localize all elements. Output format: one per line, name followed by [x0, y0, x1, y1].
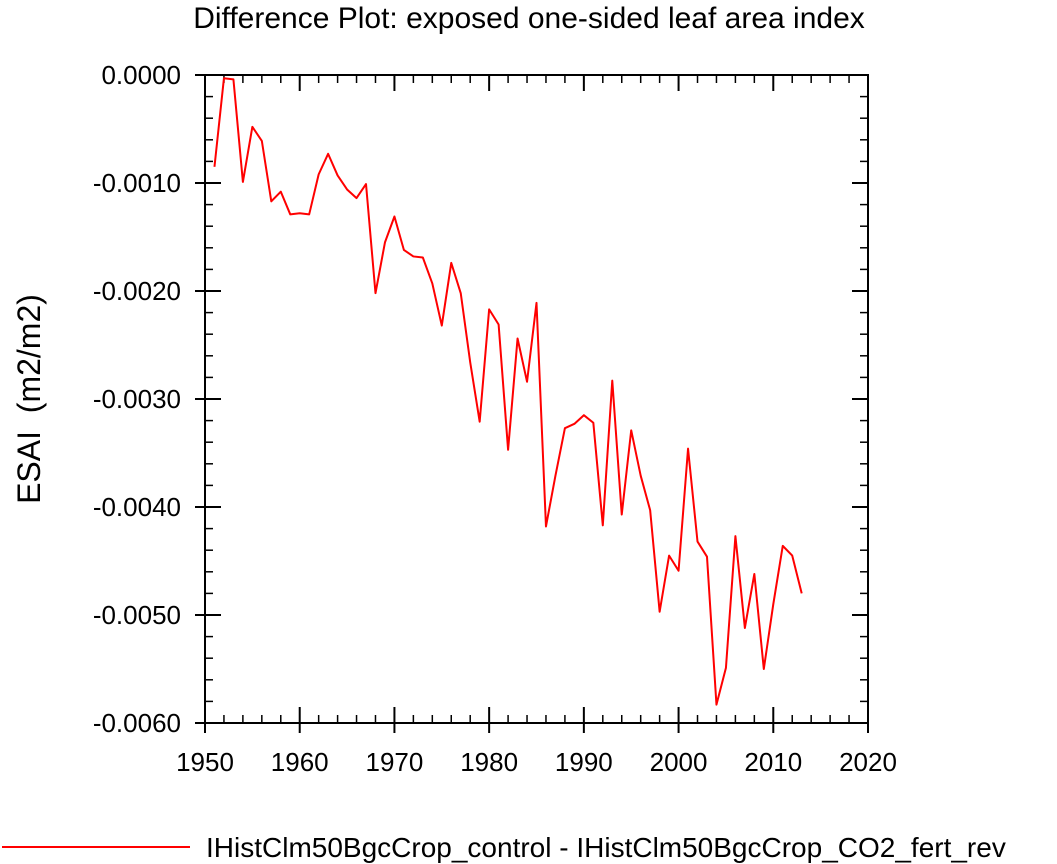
plot-frame [204, 74, 869, 724]
legend: IHistClm50BgcCrop_control - IHistClm50Bg… [2, 832, 1006, 863]
y-axis-label: ESAI (m2/m2) [11, 294, 47, 504]
y-tick-label: 0.0000 [101, 60, 181, 90]
x-tick-label: 2010 [744, 747, 802, 777]
y-tick-label: -0.0020 [93, 276, 181, 306]
minor-ticks [205, 75, 868, 723]
x-axis-ticks: 1950 1960 1970 1980 1990 2000 2010 2020 [176, 75, 897, 777]
y-tick-label: -0.0060 [93, 708, 181, 738]
y-tick-label: -0.0040 [93, 492, 181, 522]
legend-label: IHistClm50BgcCrop_control - IHistClm50Bg… [206, 832, 1006, 863]
x-tick-label: 2000 [650, 747, 708, 777]
y-tick-label: -0.0030 [93, 384, 181, 414]
y-tick-label: -0.0050 [93, 600, 181, 630]
series-line [213, 77, 803, 706]
x-tick-label: 1990 [555, 747, 613, 777]
y-axis-ticks: 0.0000 -0.0010 -0.0020 -0.0030 -0.0040 -0.005… [93, 60, 868, 738]
chart-title: Difference Plot: exposed one-sided leaf … [193, 2, 865, 35]
x-tick-label: 1960 [271, 747, 329, 777]
x-tick-label: 1980 [460, 747, 518, 777]
y-tick-label: -0.0010 [93, 168, 181, 198]
x-tick-label: 2020 [839, 747, 897, 777]
series-layer [213, 77, 803, 706]
x-tick-label: 1950 [176, 747, 234, 777]
x-tick-label: 1970 [366, 747, 424, 777]
